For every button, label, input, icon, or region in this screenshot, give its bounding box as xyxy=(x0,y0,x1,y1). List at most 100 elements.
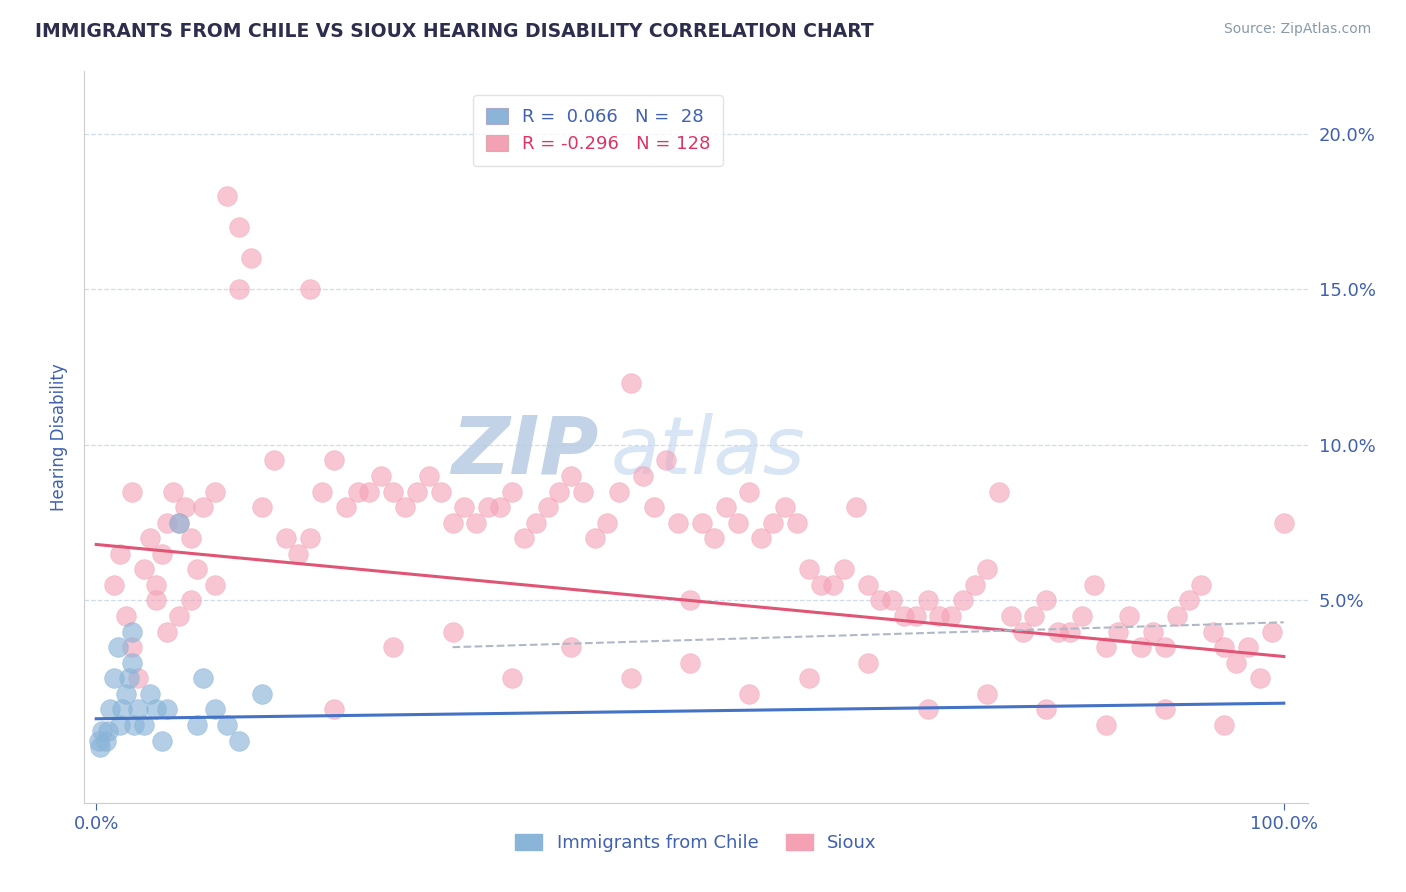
Point xyxy=(690,516,713,530)
Point xyxy=(118,671,141,685)
Point xyxy=(893,609,915,624)
Point xyxy=(191,500,214,515)
Point xyxy=(1071,609,1094,624)
Point xyxy=(1237,640,1260,655)
Point xyxy=(382,484,405,499)
Point xyxy=(928,609,950,624)
Point xyxy=(1107,624,1129,639)
Point xyxy=(560,640,582,655)
Point xyxy=(127,671,149,685)
Point xyxy=(477,500,499,515)
Point xyxy=(727,516,749,530)
Point xyxy=(382,640,405,655)
Point xyxy=(115,609,138,624)
Point xyxy=(87,733,110,747)
Point xyxy=(215,718,238,732)
Point xyxy=(394,500,416,515)
Point xyxy=(797,671,820,685)
Point xyxy=(121,640,143,655)
Point xyxy=(1249,671,1271,685)
Point xyxy=(429,484,451,499)
Point xyxy=(465,516,488,530)
Point xyxy=(441,624,464,639)
Point xyxy=(536,500,558,515)
Point xyxy=(156,624,179,639)
Point xyxy=(180,531,202,545)
Point xyxy=(620,376,643,390)
Point xyxy=(311,484,333,499)
Point xyxy=(228,733,250,747)
Point xyxy=(845,500,868,515)
Point xyxy=(596,516,619,530)
Point xyxy=(204,578,226,592)
Point xyxy=(679,593,702,607)
Point xyxy=(191,671,214,685)
Point xyxy=(103,578,125,592)
Point xyxy=(359,484,381,499)
Point xyxy=(631,469,654,483)
Point xyxy=(91,724,114,739)
Point xyxy=(162,484,184,499)
Point xyxy=(524,516,547,530)
Point xyxy=(1118,609,1140,624)
Point xyxy=(1213,718,1236,732)
Point xyxy=(186,718,208,732)
Point xyxy=(287,547,309,561)
Point xyxy=(856,656,879,670)
Point xyxy=(1024,609,1046,624)
Point xyxy=(1094,640,1116,655)
Point xyxy=(97,724,120,739)
Point xyxy=(1166,609,1188,624)
Point xyxy=(122,718,145,732)
Point xyxy=(169,516,191,530)
Point xyxy=(548,484,571,499)
Point xyxy=(1272,516,1295,530)
Point xyxy=(94,733,117,747)
Point xyxy=(453,500,475,515)
Point xyxy=(263,453,285,467)
Point xyxy=(115,687,138,701)
Point xyxy=(204,702,226,716)
Point xyxy=(1000,609,1022,624)
Point xyxy=(276,531,298,545)
Point xyxy=(169,516,191,530)
Point xyxy=(917,702,939,716)
Point xyxy=(108,547,131,561)
Point xyxy=(150,733,173,747)
Point xyxy=(797,562,820,576)
Point xyxy=(869,593,891,607)
Point xyxy=(1130,640,1153,655)
Point xyxy=(489,500,512,515)
Point xyxy=(1035,593,1057,607)
Point xyxy=(834,562,856,576)
Point xyxy=(1094,718,1116,732)
Point xyxy=(703,531,725,545)
Text: IMMIGRANTS FROM CHILE VS SIOUX HEARING DISABILITY CORRELATION CHART: IMMIGRANTS FROM CHILE VS SIOUX HEARING D… xyxy=(35,22,875,41)
Point xyxy=(501,484,523,499)
Point xyxy=(963,578,986,592)
Point xyxy=(572,484,595,499)
Text: Source: ZipAtlas.com: Source: ZipAtlas.com xyxy=(1223,22,1371,37)
Point xyxy=(952,593,974,607)
Point xyxy=(643,500,665,515)
Point xyxy=(252,687,274,701)
Point xyxy=(204,484,226,499)
Point xyxy=(501,671,523,685)
Point xyxy=(103,671,125,685)
Point xyxy=(714,500,737,515)
Point xyxy=(180,593,202,607)
Point xyxy=(941,609,963,624)
Point xyxy=(145,593,167,607)
Point xyxy=(607,484,630,499)
Text: ZIP: ZIP xyxy=(451,413,598,491)
Point xyxy=(138,687,160,701)
Point xyxy=(132,562,155,576)
Point xyxy=(976,562,998,576)
Point xyxy=(655,453,678,467)
Point xyxy=(749,531,772,545)
Point xyxy=(1189,578,1212,592)
Point xyxy=(145,578,167,592)
Point xyxy=(215,189,238,203)
Point xyxy=(228,282,250,296)
Point xyxy=(89,739,111,754)
